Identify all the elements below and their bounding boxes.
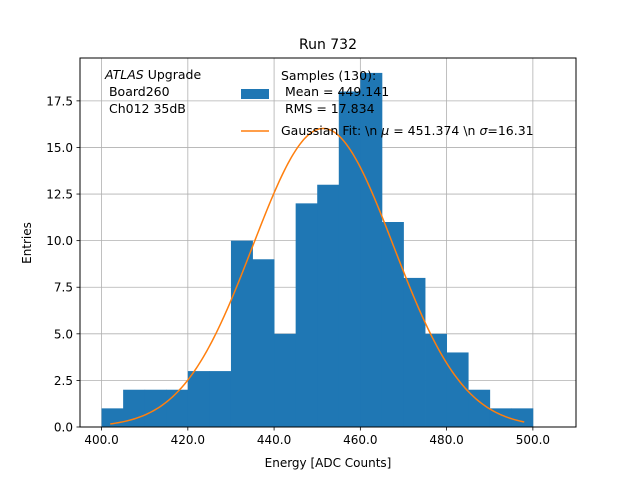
histogram-bar bbox=[338, 91, 361, 427]
annotation-line-2: Board260 bbox=[105, 84, 170, 99]
histogram-bar bbox=[295, 203, 318, 427]
legend-fit-prefix: Gaussian Fit: \n bbox=[281, 123, 381, 138]
legend-fit-sigma: σ bbox=[479, 123, 488, 138]
x-tick-label: 440.0 bbox=[257, 433, 291, 447]
histogram-bar bbox=[425, 333, 448, 427]
histogram-bar bbox=[489, 408, 512, 427]
histogram-bar bbox=[230, 240, 253, 427]
histogram-bar bbox=[209, 371, 232, 427]
x-axis-label: Energy [ADC Counts] bbox=[265, 456, 392, 470]
y-tick-label: 12.5 bbox=[46, 188, 73, 202]
atlas-annotation: ATLAS Upgrade Board260 Ch012 35dB bbox=[104, 67, 201, 116]
legend-fit-suffix: =16.31 bbox=[487, 123, 533, 138]
gaussian-fit bbox=[110, 127, 525, 425]
legend-samples-line-2: Mean = 449.141 bbox=[281, 84, 389, 99]
annotation-line-1: ATLAS Upgrade bbox=[104, 67, 201, 82]
histogram-bar bbox=[360, 72, 383, 427]
annotation-line-3: Ch012 35dB bbox=[105, 101, 186, 116]
histogram-bar bbox=[511, 408, 534, 427]
x-tick-label: 500.0 bbox=[516, 433, 550, 447]
histogram-bar bbox=[381, 222, 404, 427]
legend-fit-mu: μ bbox=[380, 123, 389, 138]
histogram-bar bbox=[274, 333, 297, 427]
annotation-atlas: ATLAS bbox=[104, 67, 144, 82]
legend-fit-mid: = 451.374 \n bbox=[389, 123, 479, 138]
histogram-bar bbox=[187, 371, 210, 427]
legend: Samples (130): Mean = 449.141 RMS = 17.8… bbox=[241, 68, 534, 138]
gaussian-fit-curve bbox=[110, 127, 525, 425]
x-axis-ticks: 400.0 420.0 440.0 460.0 480.0 500.0 bbox=[84, 427, 550, 447]
histogram-bar bbox=[252, 259, 275, 427]
legend-samples-line-3: RMS = 17.834 bbox=[281, 101, 375, 116]
histogram-bar bbox=[403, 277, 426, 427]
histogram-bar bbox=[144, 389, 167, 427]
x-tick-label: 480.0 bbox=[429, 433, 463, 447]
histogram-bar bbox=[468, 389, 491, 427]
y-tick-label: 7.5 bbox=[54, 281, 73, 295]
legend-samples-line-1: Samples (130): bbox=[281, 68, 376, 83]
plot-frame bbox=[79, 57, 577, 428]
chart-title: Run 732 bbox=[299, 37, 357, 53]
x-tick-label: 460.0 bbox=[343, 433, 377, 447]
y-tick-label: 17.5 bbox=[46, 94, 73, 108]
x-tick-label: 400.0 bbox=[84, 433, 118, 447]
histogram-bar bbox=[446, 352, 469, 427]
histogram-bar bbox=[166, 389, 189, 427]
y-axis-ticks: 0.0 2.5 5.0 7.5 10.0 12.5 15.0 17.5 bbox=[46, 94, 80, 435]
y-tick-label: 10.0 bbox=[46, 234, 73, 248]
legend-fit-label: Gaussian Fit: \n μ = 451.374 \n σ=16.31 bbox=[281, 123, 534, 138]
y-tick-label: 0.0 bbox=[54, 421, 73, 435]
y-tick-label: 2.5 bbox=[54, 374, 73, 388]
histogram-bar bbox=[317, 184, 340, 427]
x-tick-label: 420.0 bbox=[171, 433, 205, 447]
y-tick-label: 15.0 bbox=[46, 141, 73, 155]
legend-samples-swatch bbox=[241, 89, 269, 99]
y-axis-label: Entries bbox=[20, 222, 34, 264]
annotation-upgrade: Upgrade bbox=[144, 67, 202, 82]
histogram-bars bbox=[101, 72, 534, 427]
y-tick-label: 5.0 bbox=[54, 327, 73, 341]
